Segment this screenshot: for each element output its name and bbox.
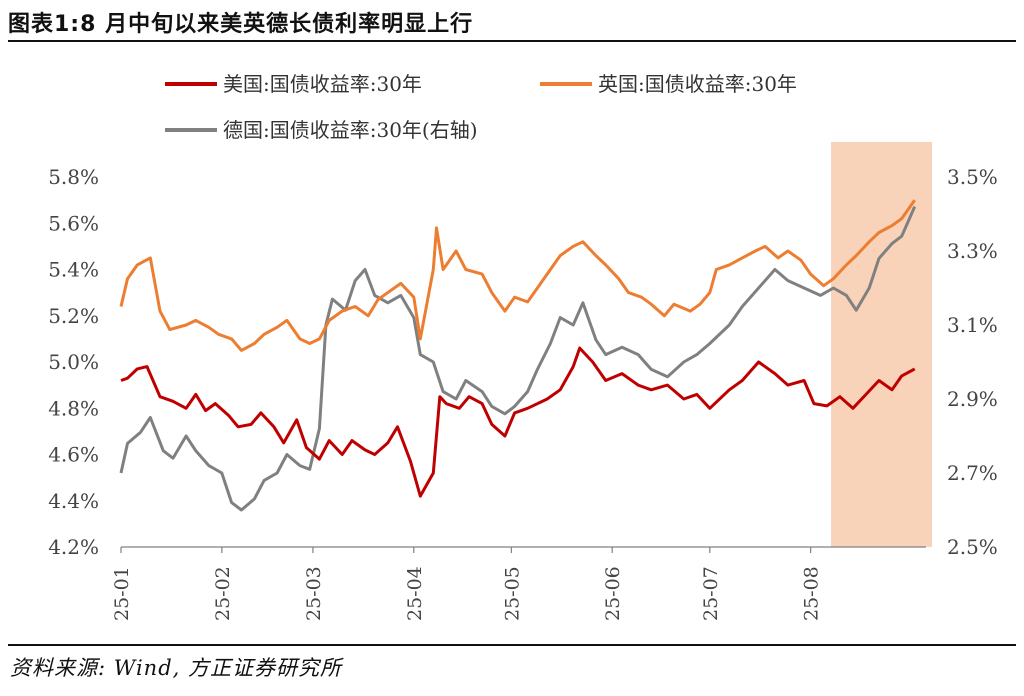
y-left-tick-label: 5.6% bbox=[48, 211, 99, 235]
x-tick-label: 25-06 bbox=[602, 566, 624, 621]
title-divider bbox=[8, 40, 1016, 42]
y-right-tick-label: 2.7% bbox=[947, 461, 998, 485]
y-left-tick-label: 5.8% bbox=[48, 165, 99, 189]
y-left-tick-label: 4.8% bbox=[48, 396, 99, 420]
chart-title: 图表1:8 月中旬以来美英德长债利率明显上行 bbox=[8, 12, 474, 37]
x-tick-label: 25-01 bbox=[111, 566, 133, 621]
highlight-region bbox=[831, 142, 932, 547]
y-left-tick-label: 5.4% bbox=[48, 258, 99, 282]
y-left-tick-label: 4.2% bbox=[48, 535, 99, 559]
x-tick-label: 25-03 bbox=[303, 566, 325, 621]
highlight-band bbox=[831, 142, 932, 547]
legend-label: 德国:国债收益率:30年(右轴) bbox=[223, 118, 478, 142]
series-line-us bbox=[120, 346, 916, 498]
x-tick-label: 25-05 bbox=[501, 566, 523, 621]
series-line-de bbox=[119, 205, 917, 512]
x-tick-label: 25-04 bbox=[404, 566, 426, 621]
y-right-tick-label: 3.1% bbox=[947, 313, 998, 337]
y-right-tick-label: 2.9% bbox=[947, 387, 998, 411]
y-left-tick-label: 5.2% bbox=[48, 304, 99, 328]
x-tick-label: 25-02 bbox=[212, 566, 234, 621]
y-left-tick-label: 5.0% bbox=[48, 350, 99, 374]
y-right-tick-label: 3.5% bbox=[947, 165, 998, 189]
axes: 25-01 25-02 25-03 25-04 25-05 25-06 25-07 25-08… bbox=[48, 165, 998, 621]
legend-label: 英国:国债收益率:30年 bbox=[598, 72, 797, 96]
source-note: 资料来源: Wind, 方正证券研究所 bbox=[10, 656, 342, 680]
y-left-tick-label: 4.4% bbox=[48, 489, 99, 513]
series-lines bbox=[119, 199, 917, 512]
line-chart: 美国:国债收益率:30年 英国:国债收益率:30年德国:国债收益率:30年(右轴)… bbox=[48, 72, 998, 621]
footer-divider bbox=[8, 644, 1016, 646]
y-left-tick-label: 4.6% bbox=[48, 443, 99, 467]
x-tick-label: 25-08 bbox=[801, 566, 823, 621]
legend-label: 美国:国债收益率:30年 bbox=[223, 72, 422, 96]
header: 图表1:8 月中旬以来美英德长债利率明显上行 bbox=[0, 0, 1024, 44]
series-line-uk bbox=[119, 199, 916, 352]
y-right-tick-label: 2.5% bbox=[947, 535, 998, 559]
x-tick-label: 25-07 bbox=[700, 566, 722, 621]
y-right-tick-label: 3.3% bbox=[947, 239, 998, 263]
chart-area: 美国:国债收益率:30年 英国:国债收益率:30年德国:国债收益率:30年(右轴)… bbox=[0, 44, 1024, 644]
